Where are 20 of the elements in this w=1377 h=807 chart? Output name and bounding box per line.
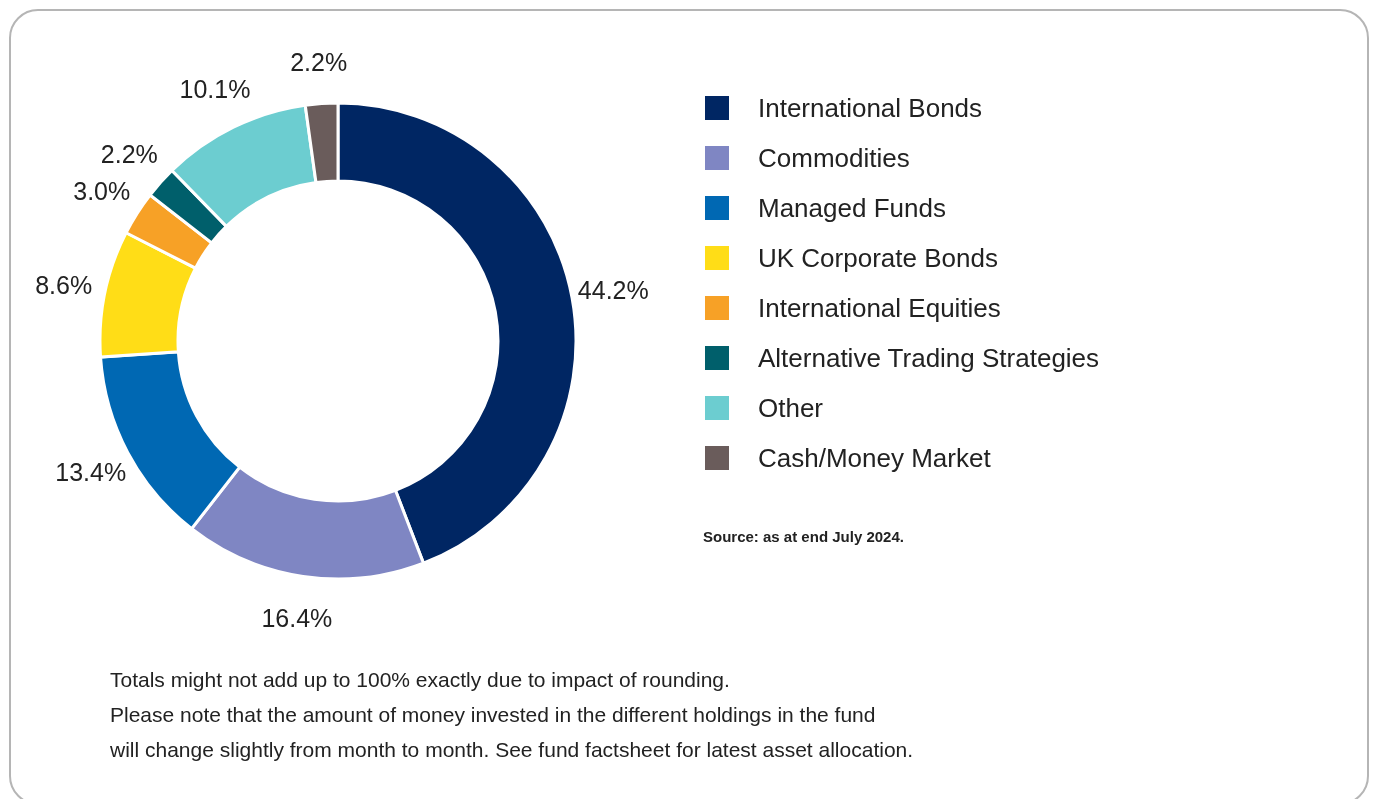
- legend-label: UK Corporate Bonds: [758, 243, 998, 273]
- legend-label: Managed Funds: [758, 193, 946, 223]
- text: Totals might not add up to 100% exactly due to impact of rounding.: [110, 667, 730, 691]
- data-label: 13.4%: [55, 458, 127, 487]
- data-label: 16.4%: [261, 603, 333, 632]
- data-label: 2.2%: [290, 47, 348, 76]
- text: Please note that the amount of money invested in the different holdings in the fund: [110, 702, 876, 726]
- data-label: 8.6%: [35, 270, 93, 299]
- legend-label: Commodities: [758, 143, 910, 173]
- data-label: 10.1%: [179, 75, 251, 104]
- data-label: 2.2%: [100, 140, 158, 169]
- legend-label: International Equities: [758, 293, 1001, 323]
- legend-label: Other: [758, 393, 824, 423]
- legend-label: International Bonds: [758, 93, 983, 123]
- data-label: 44.2%: [577, 275, 649, 304]
- data-label: 3.0%: [73, 176, 131, 205]
- legend-label: Alternative Trading Strategies: [758, 343, 1100, 373]
- legend-label: Cash/Money Market: [758, 443, 992, 473]
- source-note: Source: as at end July 2024.: [703, 527, 904, 545]
- text: will change slightly from month to month. See fund factsheet for latest asset allocation.: [109, 737, 914, 761]
